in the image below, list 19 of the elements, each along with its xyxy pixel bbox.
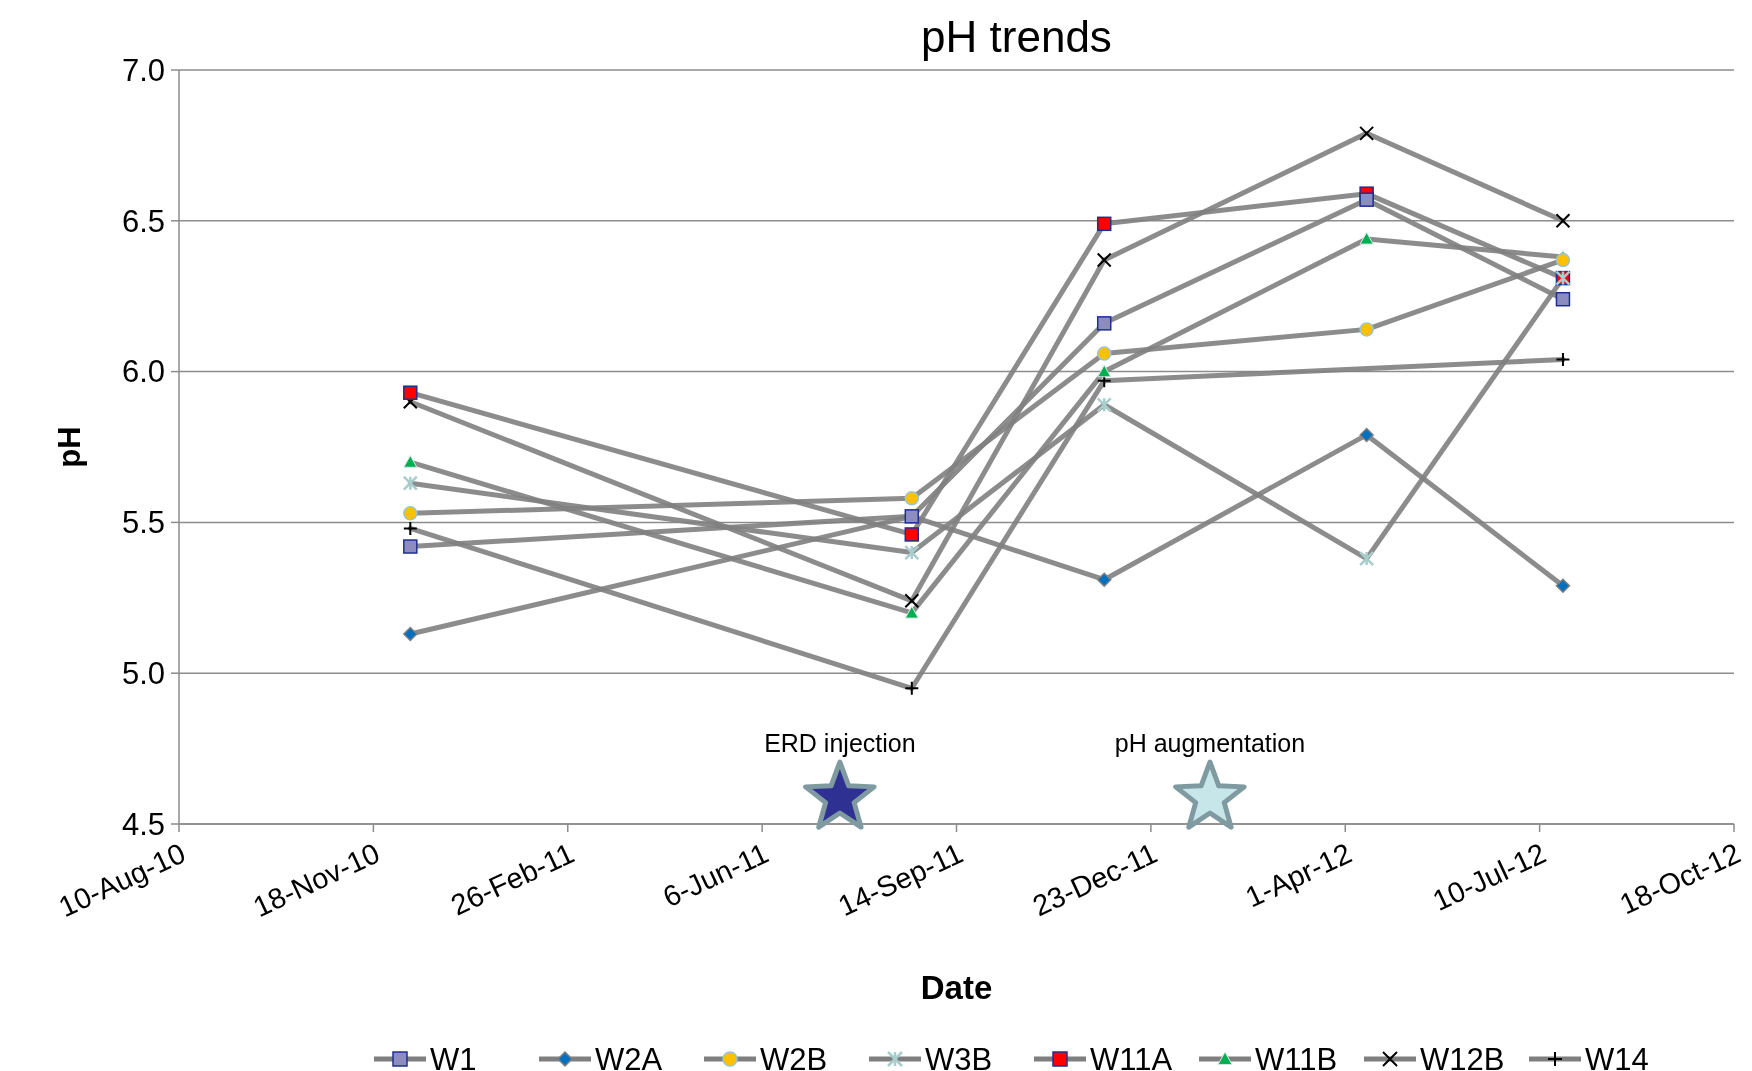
y-tick-label: 6.0: [121, 354, 165, 390]
legend-label: W11A: [1090, 1041, 1173, 1071]
annotation: pH augmentation: [1114, 729, 1306, 757]
chart-title: pH trends: [921, 12, 1112, 61]
annotation: ERD injection: [764, 729, 916, 757]
legend-label: W11B: [1255, 1041, 1338, 1071]
y-tick-label: 7.0: [121, 52, 165, 88]
y-axis-title: pH: [52, 426, 87, 468]
y-tick-label: 5.0: [121, 656, 165, 692]
legend-label: W2A: [595, 1041, 663, 1071]
legend-label: W1: [430, 1041, 477, 1071]
legend-label: W2B: [760, 1041, 828, 1071]
legend-label: W14: [1585, 1041, 1649, 1071]
y-tick-label: 4.5: [121, 806, 165, 842]
legend-label: W12B: [1420, 1041, 1505, 1071]
x-axis-title: Date: [920, 969, 993, 1006]
y-tick-label: 6.5: [121, 203, 165, 239]
y-tick-label: 5.5: [121, 505, 165, 541]
legend-label: W3B: [925, 1041, 993, 1071]
